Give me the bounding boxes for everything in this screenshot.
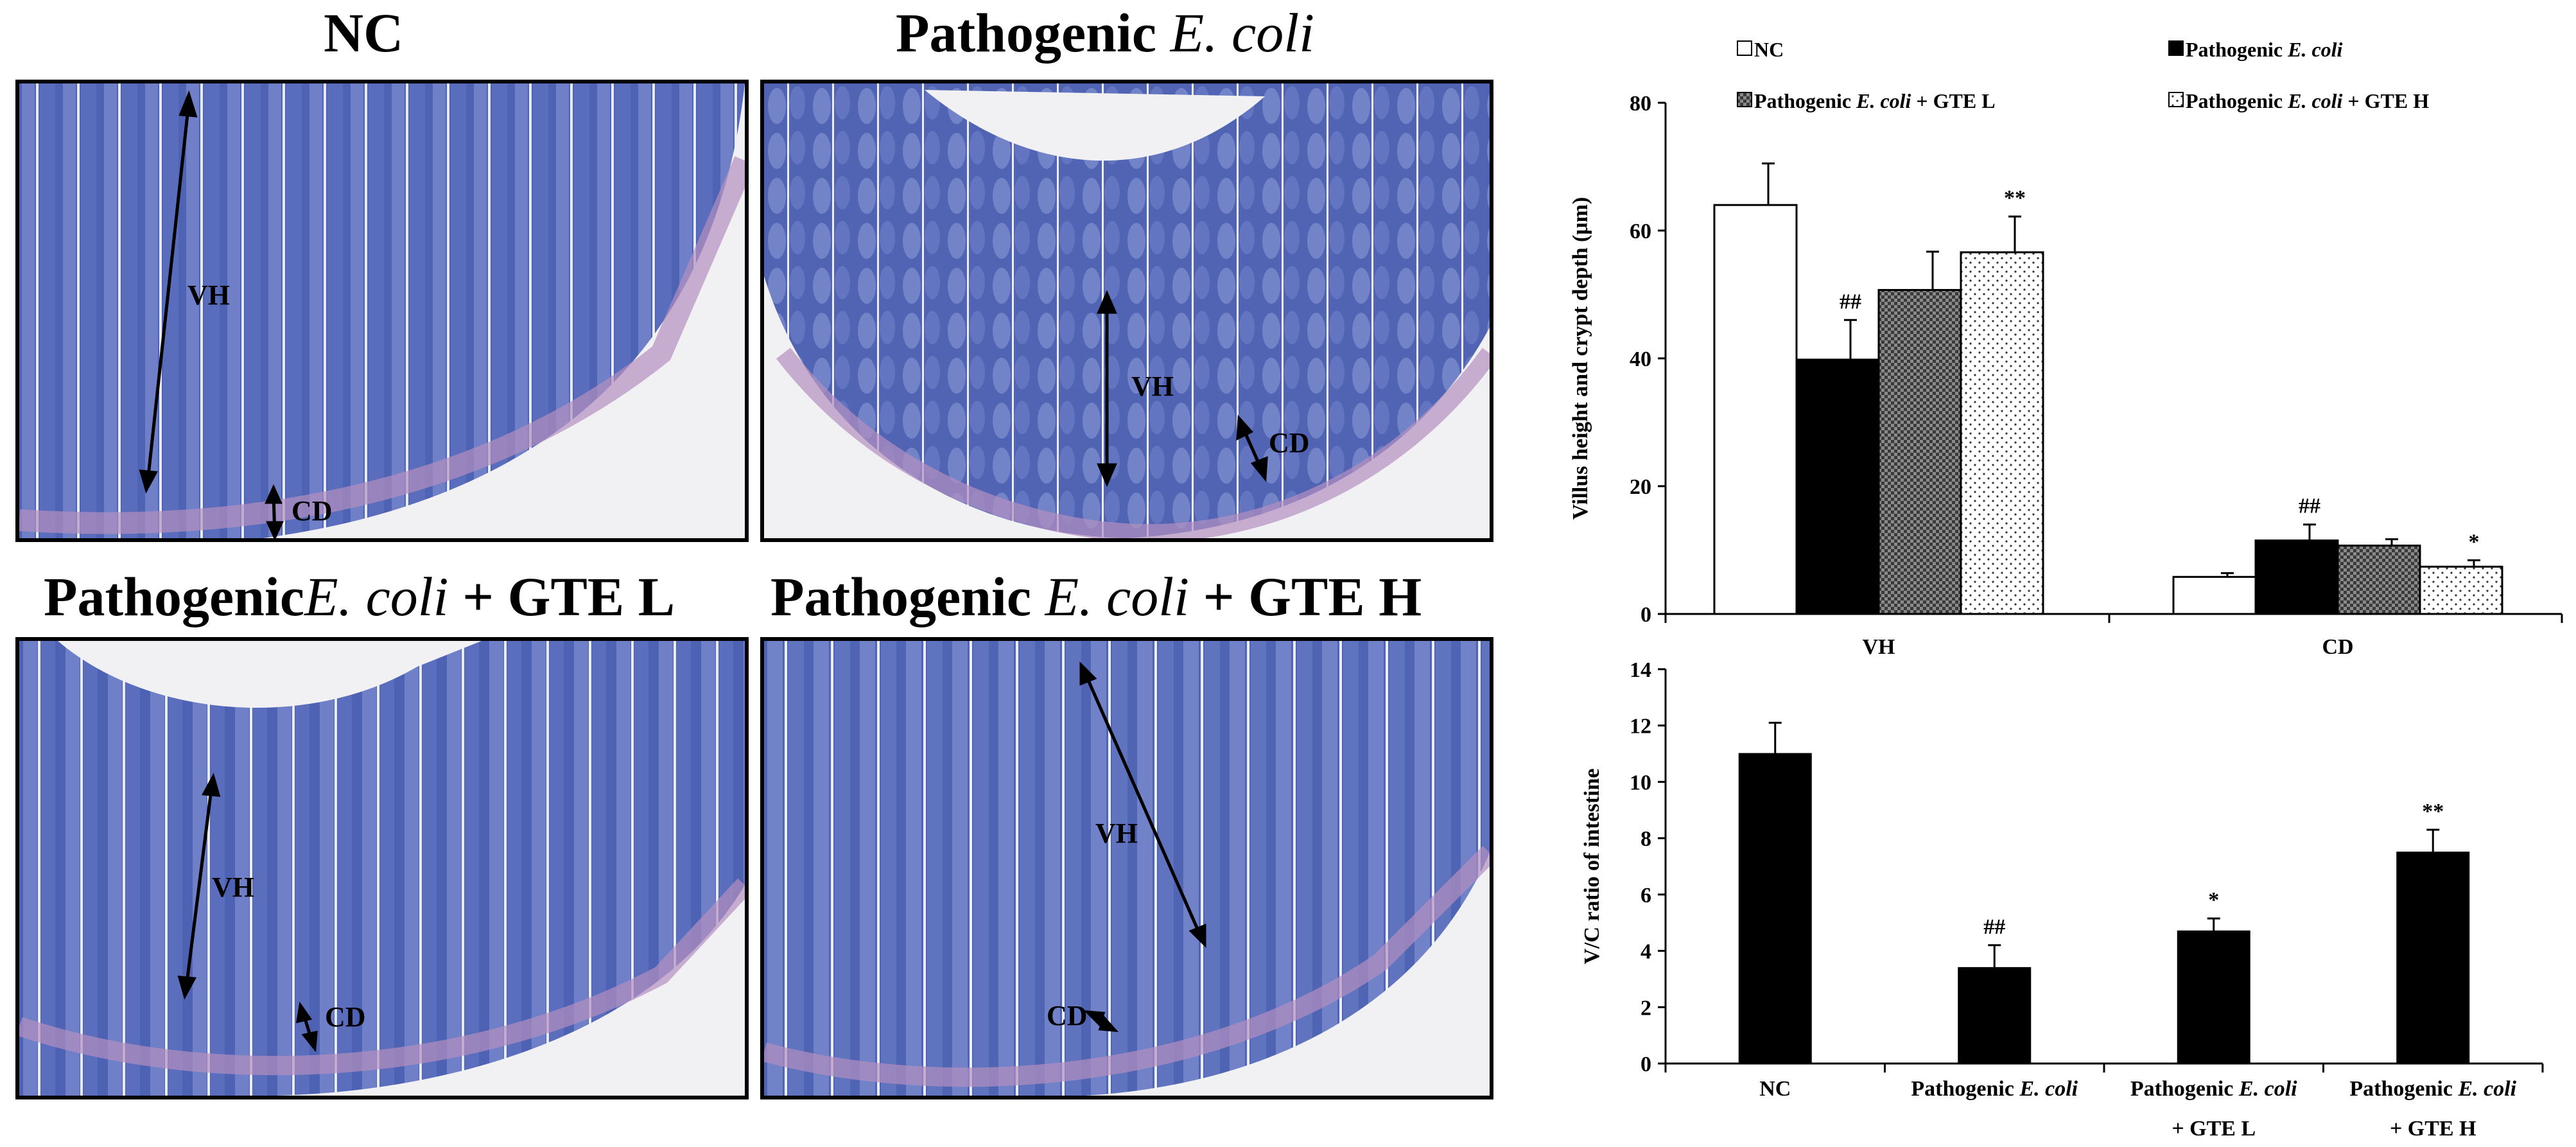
label-vh: VH (1131, 371, 1174, 402)
micrograph-ecoli: VH CD (760, 80, 1493, 542)
panel-title-text: NC (324, 2, 404, 64)
bar (2172, 575, 2257, 615)
x-tick-label-line2: + GTE L (2171, 1117, 2256, 1141)
label-vh: VH (187, 279, 230, 311)
micrograph-gte-h-image: VH CD (764, 641, 1490, 1096)
legend-label: Pathogenic E. coli + GTE H (2186, 89, 2429, 112)
y-tick-label: 0 (1640, 603, 1651, 627)
significance-label: * (2208, 888, 2219, 912)
y-tick-label: 60 (1630, 220, 1651, 243)
micrograph-nc: VH CD (15, 80, 749, 542)
bar (2337, 545, 2421, 615)
legend-label: NC (1754, 38, 1784, 61)
panel-title-text: Pathogenic (44, 566, 305, 627)
y-tick-label: 10 (1630, 771, 1651, 794)
bar (1738, 753, 1812, 1064)
bar (2254, 539, 2339, 615)
x-tick-label: NC (1759, 1077, 1791, 1101)
panel-title-gte-l: PathogenicE. coli + GTE L (44, 569, 675, 624)
label-cd: CD (292, 495, 333, 527)
micrograph-nc-image: VH CD (19, 83, 745, 538)
panel-title-ecoli: Pathogenic E. coli (896, 5, 1314, 60)
x-tick-label: CD (2322, 635, 2353, 659)
y-tick-label: 8 (1640, 827, 1651, 851)
y-tick-label: 20 (1630, 475, 1651, 499)
bar (2177, 930, 2250, 1065)
significance-label: ## (1983, 915, 2005, 939)
x-tick-label: Pathogenic E. coli (2349, 1077, 2516, 1101)
legend-swatch (1737, 92, 1752, 107)
panel-title-nc: NC (324, 5, 403, 60)
y-tick-label: 2 (1640, 996, 1651, 1020)
micrograph-gte-l: VH CD (15, 637, 749, 1099)
panel-title-text: Pathogenic (896, 2, 1171, 64)
panel-title-suffix: + GTE H (1189, 566, 1422, 627)
y-tick-label: 4 (1640, 940, 1651, 964)
y-tick-label: 40 (1630, 347, 1651, 371)
label-vh: VH (212, 871, 254, 903)
y-tick-label: 14 (1630, 658, 1651, 682)
x-tick-label: Pathogenic E. coli (2130, 1077, 2297, 1101)
significance-label: * (2469, 530, 2480, 554)
label-cd: CD (325, 1001, 366, 1033)
chart-villus-crypt: 0 20 40 60 80 Villus height and crypt depth (… (1569, 38, 2563, 659)
bar (1958, 967, 2032, 1065)
panel-title-gte-h: Pathogenic E. coli + GTE H (770, 569, 1422, 624)
legend-label: Pathogenic E. coli (2186, 38, 2343, 61)
panel-title-italic: E. coli (304, 566, 449, 627)
x-tick-label: Pathogenic E. coli (1911, 1077, 2078, 1101)
bar (1795, 358, 1880, 615)
micrograph-gte-l-image: VH CD (19, 641, 745, 1096)
bar (1960, 251, 2044, 615)
significance-label: ** (2422, 800, 2444, 823)
legend-swatch (2168, 92, 2184, 107)
bar (2419, 565, 2503, 615)
y-tick-label: 80 (1630, 92, 1651, 116)
legend-label: Pathogenic E. coli + GTE L (1754, 89, 1996, 112)
micrograph-gte-h: VH CD (760, 637, 1493, 1099)
bar (1713, 204, 1798, 615)
y-tick-label: 12 (1630, 715, 1651, 739)
label-vh: VH (1095, 818, 1138, 849)
x-tick-label-line2: + GTE H (2390, 1117, 2476, 1141)
panel-title-suffix: + GTE L (448, 566, 675, 627)
legend-swatch (1737, 40, 1752, 56)
y-tick-label: 6 (1640, 884, 1651, 907)
significance-label: ## (1840, 290, 1861, 313)
label-cd: CD (1269, 427, 1310, 459)
label-cd: CD (1047, 1000, 1088, 1031)
y-axis-label: Villus height and crypt depth (μm) (1569, 197, 1592, 520)
bar (1877, 289, 1962, 615)
panel-title-text: Pathogenic (770, 566, 1045, 627)
legend-swatch (2168, 40, 2184, 56)
significance-label: ** (2004, 186, 2026, 210)
panel-title-italic: E. coli (1170, 2, 1315, 64)
chart-vc-ratio: 0 2 4 6 8 10 12 14 V/C ratio of intestine NC ## Pat… (1580, 658, 2544, 1141)
panel-title-italic: E. coli (1045, 566, 1190, 627)
bar (2396, 852, 2470, 1064)
x-tick-label: VH (1863, 635, 1895, 659)
micrograph-ecoli-image: VH CD (764, 83, 1490, 538)
significance-label: ## (2299, 495, 2320, 518)
y-tick-label: 0 (1640, 1053, 1651, 1076)
y-axis-label: V/C ratio of intestine (1580, 768, 1604, 964)
